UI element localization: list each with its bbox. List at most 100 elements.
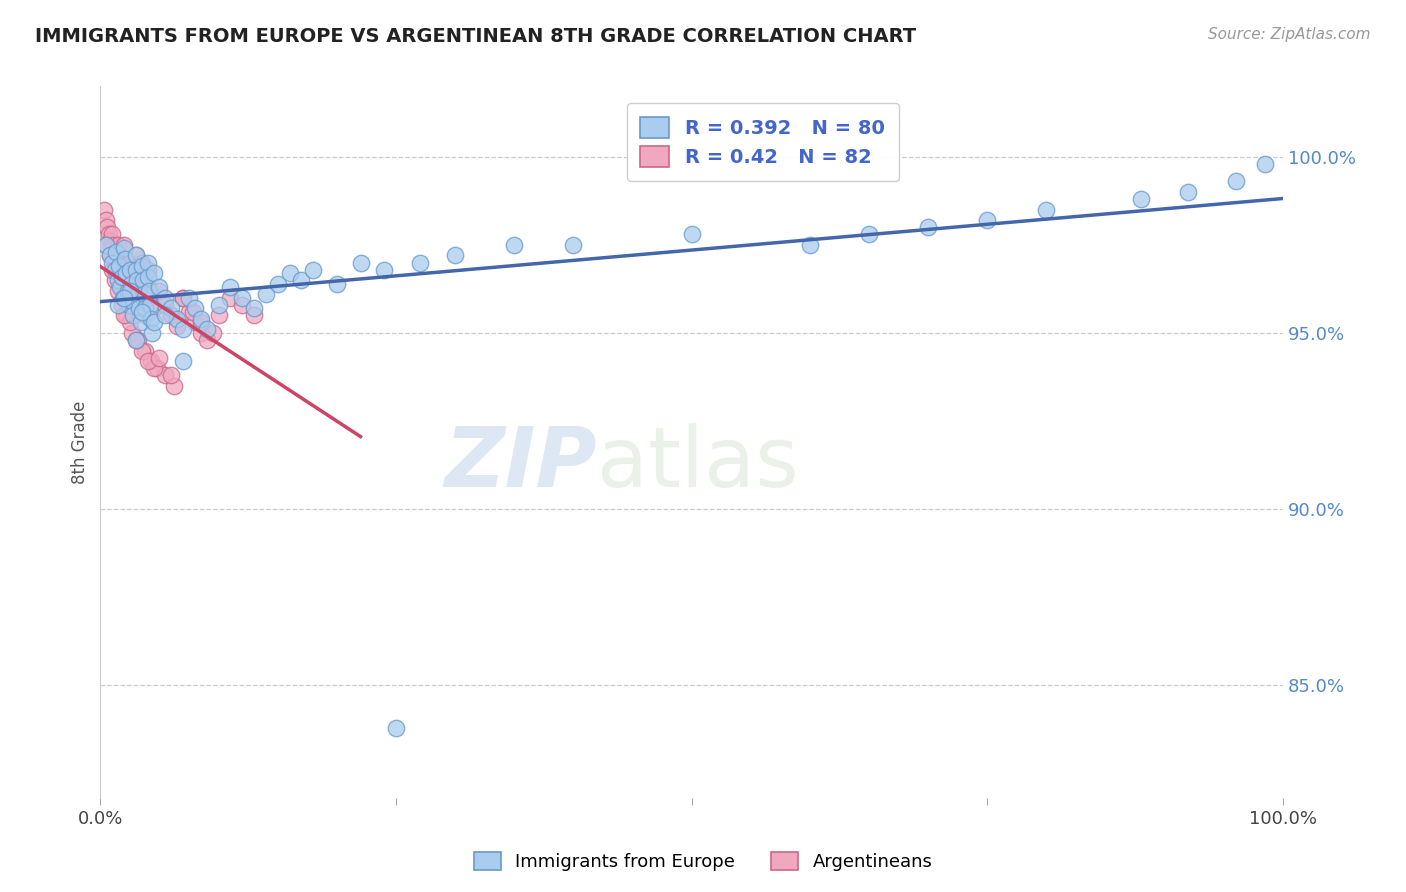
Point	[96, 220, 118, 235]
Point	[444, 248, 467, 262]
Point	[118, 255, 141, 269]
Point	[105, 262, 128, 277]
Point	[111, 280, 134, 294]
Point	[134, 343, 156, 358]
Point	[108, 259, 131, 273]
Point	[349, 255, 371, 269]
Point	[190, 315, 212, 329]
Point	[138, 284, 160, 298]
Point	[1130, 192, 1153, 206]
Point	[136, 269, 159, 284]
Point	[131, 273, 153, 287]
Point	[111, 298, 134, 312]
Point	[125, 248, 148, 262]
Point	[231, 298, 253, 312]
Point	[142, 301, 165, 316]
Point	[254, 287, 277, 301]
Point	[108, 262, 131, 277]
Point	[120, 277, 142, 291]
Point	[146, 361, 169, 376]
Point	[118, 262, 141, 277]
Point	[98, 235, 121, 249]
Point	[267, 277, 290, 291]
Legend: R = 0.392   N = 80, R = 0.42   N = 82: R = 0.392 N = 80, R = 0.42 N = 82	[627, 103, 898, 180]
Point	[976, 213, 998, 227]
Point	[118, 298, 141, 312]
Point	[917, 220, 939, 235]
Point	[103, 248, 125, 262]
Point	[115, 266, 138, 280]
Point	[98, 248, 121, 262]
Point	[858, 227, 880, 242]
Point	[110, 280, 132, 294]
Point	[128, 301, 150, 316]
Point	[118, 269, 141, 284]
Point	[243, 301, 266, 316]
Point	[141, 354, 163, 368]
Point	[118, 315, 141, 329]
Point	[131, 259, 153, 273]
Point	[562, 238, 585, 252]
Point	[120, 280, 142, 294]
Point	[115, 273, 138, 287]
Point	[117, 284, 139, 298]
Point	[129, 315, 152, 329]
Point	[231, 291, 253, 305]
Point	[115, 309, 138, 323]
Point	[96, 238, 118, 252]
Point	[799, 238, 821, 252]
Point	[121, 291, 143, 305]
Point	[122, 301, 145, 316]
Point	[131, 305, 153, 319]
Point	[172, 354, 194, 368]
Y-axis label: 8th Grade: 8th Grade	[72, 401, 89, 484]
Point	[107, 238, 129, 252]
Point	[160, 368, 183, 383]
Point	[1254, 157, 1277, 171]
Point	[128, 294, 150, 309]
Point	[111, 291, 134, 305]
Point	[131, 255, 153, 269]
Point	[243, 309, 266, 323]
Point	[219, 291, 242, 305]
Point	[131, 343, 153, 358]
Point	[118, 284, 141, 298]
Point	[104, 244, 127, 259]
Point	[96, 238, 118, 252]
Point	[136, 262, 159, 277]
Point	[326, 277, 349, 291]
Point	[201, 326, 224, 340]
Point	[148, 351, 170, 365]
Point	[142, 315, 165, 329]
Point	[177, 291, 200, 305]
Point	[219, 280, 242, 294]
Point	[118, 294, 141, 309]
Point	[111, 291, 134, 305]
Point	[207, 309, 229, 323]
Point	[112, 309, 135, 323]
Point	[163, 379, 186, 393]
Point	[681, 227, 703, 242]
Point	[373, 262, 395, 277]
Point	[132, 298, 155, 312]
Point	[184, 301, 207, 316]
Point	[172, 291, 194, 305]
Point	[121, 294, 143, 309]
Point	[125, 273, 148, 287]
Point	[195, 333, 218, 347]
Point	[166, 312, 188, 326]
Point	[155, 298, 177, 312]
Point	[101, 262, 124, 277]
Point	[125, 248, 148, 262]
Point	[112, 238, 135, 252]
Point	[155, 368, 177, 383]
Point	[104, 255, 127, 269]
Point	[114, 252, 136, 266]
Point	[302, 262, 325, 277]
Point	[141, 312, 163, 326]
Point	[97, 227, 120, 242]
Point	[101, 255, 124, 269]
Point	[139, 298, 162, 312]
Point	[190, 312, 212, 326]
Point	[101, 227, 124, 242]
